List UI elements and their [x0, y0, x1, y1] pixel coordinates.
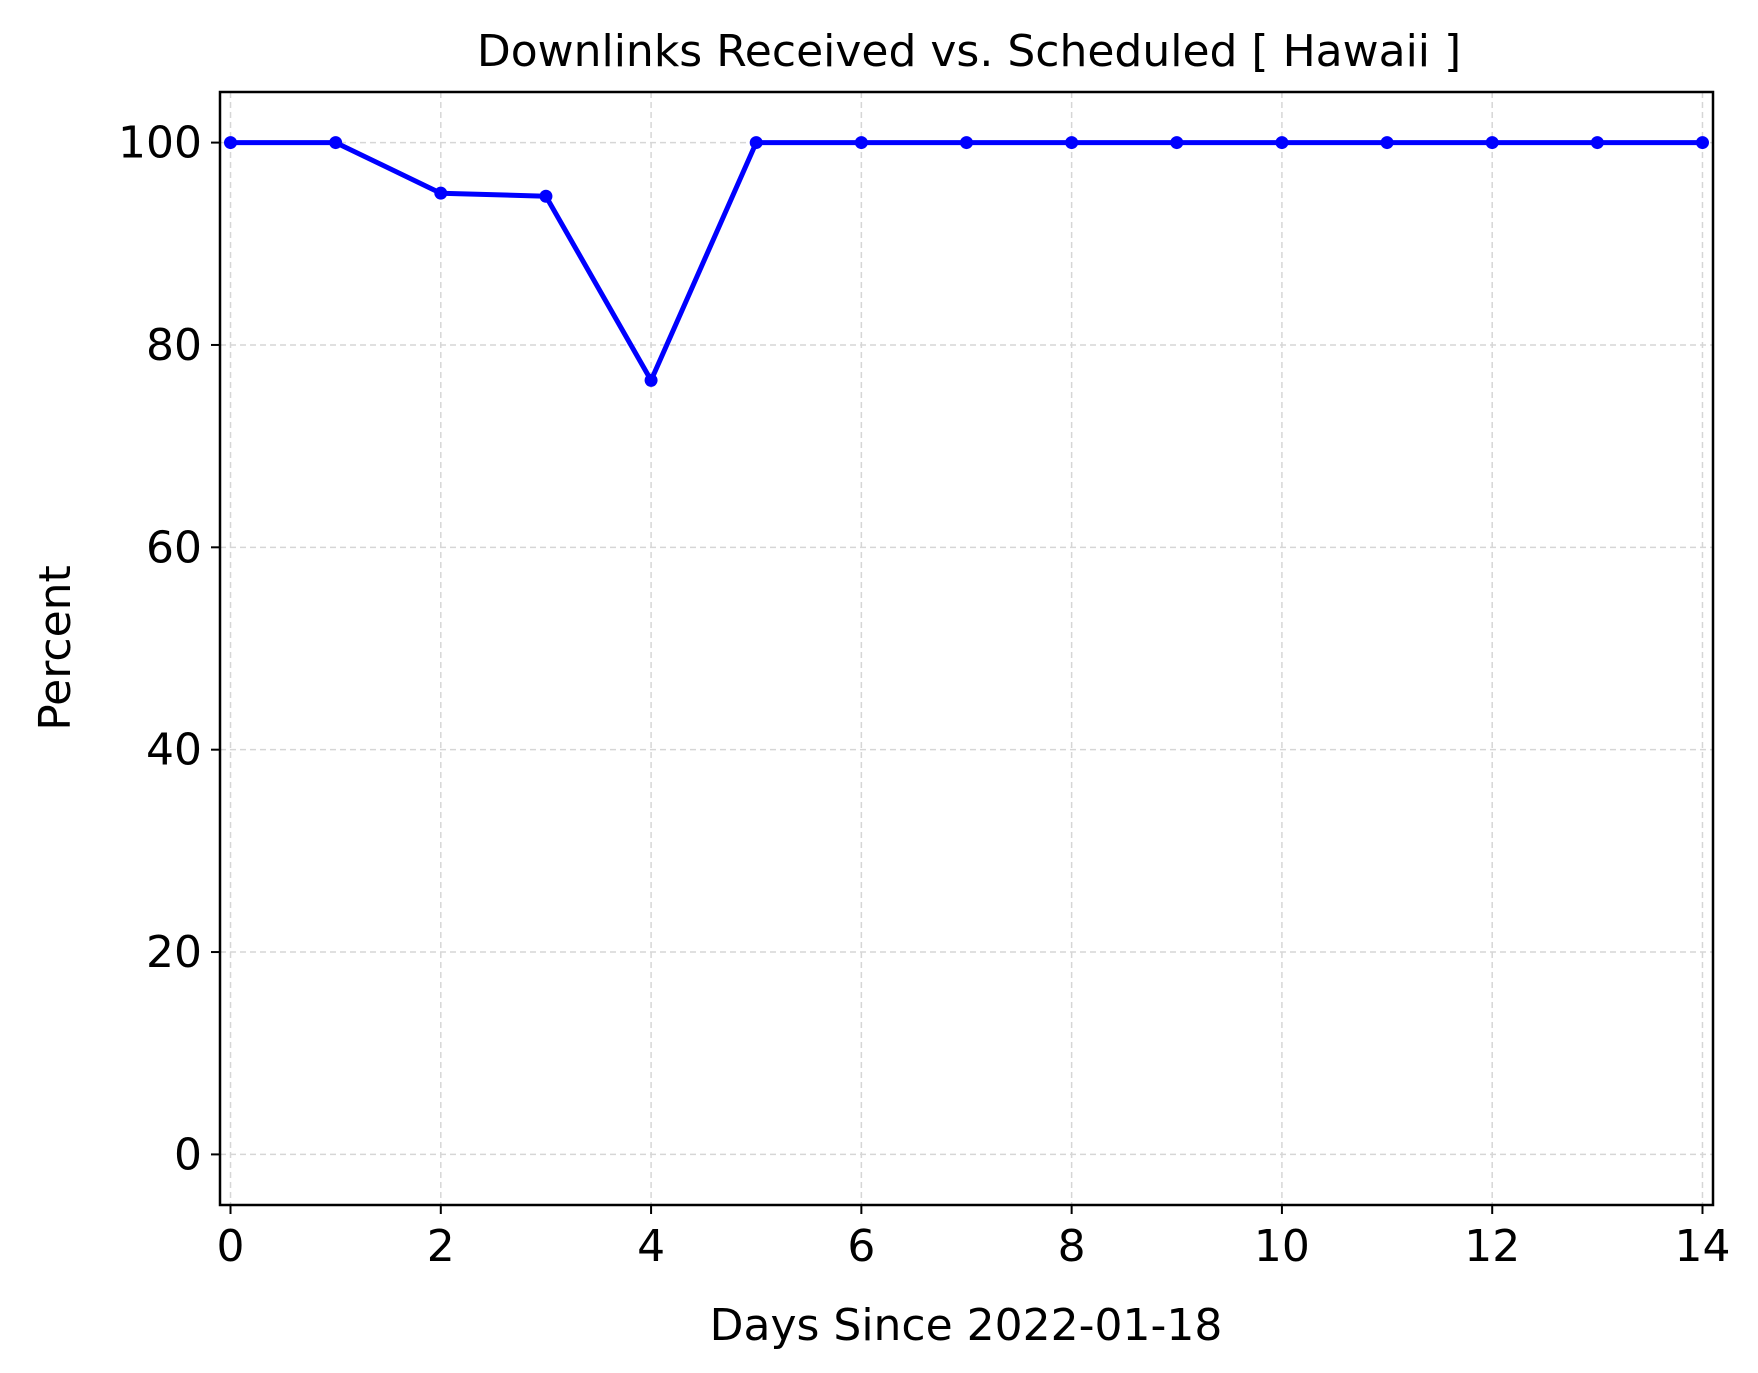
- data-point: [960, 136, 973, 150]
- x-tick-label: 12: [1464, 1221, 1520, 1272]
- data-point: [644, 373, 658, 387]
- y-tick-label: 60: [146, 522, 202, 573]
- x-tick-label: 10: [1254, 1221, 1310, 1272]
- x-tick-label: 4: [637, 1221, 665, 1272]
- data-point: [854, 136, 868, 150]
- y-axis-label: Percent: [30, 565, 81, 731]
- data-point: [1590, 136, 1604, 150]
- grid: [220, 92, 1713, 1205]
- data-point: [329, 136, 343, 150]
- data-point: [1275, 136, 1289, 150]
- y-tick-label: 0: [174, 1129, 202, 1180]
- data-point: [1380, 136, 1394, 150]
- x-tick-label: 2: [427, 1221, 455, 1272]
- plot-frame: [218, 90, 1715, 1207]
- x-tick-label: 0: [217, 1221, 245, 1272]
- x-tick-label: 8: [1058, 1221, 1086, 1272]
- chart-title: Downlinks Received vs. Scheduled [ Hawai…: [477, 26, 1461, 77]
- y-tick-label: 20: [146, 927, 202, 978]
- data-point: [749, 136, 763, 150]
- y-tick-label: 80: [146, 320, 202, 371]
- axis-ticks: 0 2 4 6 8 10 12 14 0 20 40 60 80 100: [118, 118, 1730, 1272]
- data-point: [434, 186, 448, 200]
- y-tick-label: 40: [146, 725, 202, 776]
- x-tick-label: 6: [847, 1221, 875, 1272]
- data-point: [1485, 136, 1499, 150]
- y-tick-label: 100: [118, 118, 202, 169]
- data-point: [1170, 136, 1184, 150]
- x-tick-label: 14: [1674, 1221, 1730, 1272]
- data-point: [224, 136, 238, 150]
- data-point: [1065, 136, 1079, 150]
- series-group: [224, 136, 1709, 387]
- data-point: [539, 189, 553, 203]
- data-point: [1695, 136, 1709, 150]
- x-axis-label: Days Since 2022-01-18: [710, 1300, 1223, 1351]
